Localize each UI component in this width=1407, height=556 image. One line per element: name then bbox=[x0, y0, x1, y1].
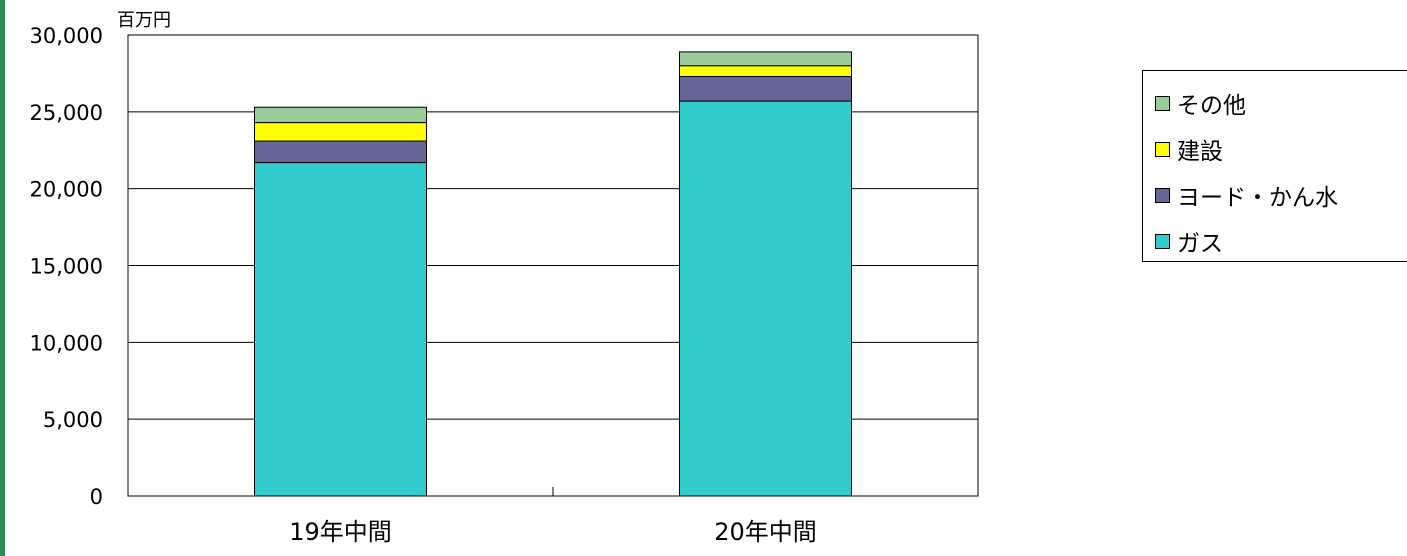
y-tick-label: 30,000 bbox=[30, 24, 103, 48]
y-tick-label: 0 bbox=[90, 485, 103, 509]
bar-segment-1-1 bbox=[254, 162, 427, 497]
legend-label: ガス bbox=[1177, 231, 1223, 257]
bar-segment-3-2 bbox=[679, 65, 852, 77]
y-tick-label: 10,000 bbox=[30, 331, 103, 355]
legend-swatch bbox=[1155, 233, 1170, 249]
chart-legend: その他建設ヨード・かん水 ガス bbox=[1142, 70, 1407, 262]
legend-item: ヨード・かん水 bbox=[1155, 180, 1338, 211]
y-tick-label: 5,000 bbox=[43, 408, 103, 432]
legend-label: ヨード・かん水 bbox=[1177, 185, 1338, 211]
bar-segment-4-1 bbox=[254, 106, 427, 124]
bar-segment-2-2 bbox=[679, 75, 852, 102]
x-category-label: 20年中間 bbox=[714, 518, 817, 546]
bar-segment-2-1 bbox=[254, 140, 427, 164]
bar-segment-3-1 bbox=[254, 122, 427, 142]
legend-item: 建設 bbox=[1155, 134, 1223, 165]
y-tick-label: 25,000 bbox=[30, 101, 103, 125]
legend-swatch bbox=[1155, 187, 1170, 203]
x-category-label: 19年中間 bbox=[289, 518, 392, 546]
legend-label: その他 bbox=[1177, 93, 1246, 119]
bar-segment-4-2 bbox=[679, 51, 852, 67]
y-tick-label: 20,000 bbox=[30, 178, 103, 202]
y-unit-label: 百万円 bbox=[117, 10, 171, 31]
legend-item: ガス bbox=[1155, 226, 1223, 257]
y-tick-label: 15,000 bbox=[30, 255, 103, 279]
legend-item: その他 bbox=[1155, 88, 1246, 119]
legend-swatch bbox=[1155, 141, 1170, 157]
legend-label: 建設 bbox=[1177, 139, 1223, 165]
legend-swatch bbox=[1155, 95, 1170, 111]
left-edge-rule bbox=[0, 0, 5, 556]
bar-segment-1-2 bbox=[679, 100, 852, 497]
